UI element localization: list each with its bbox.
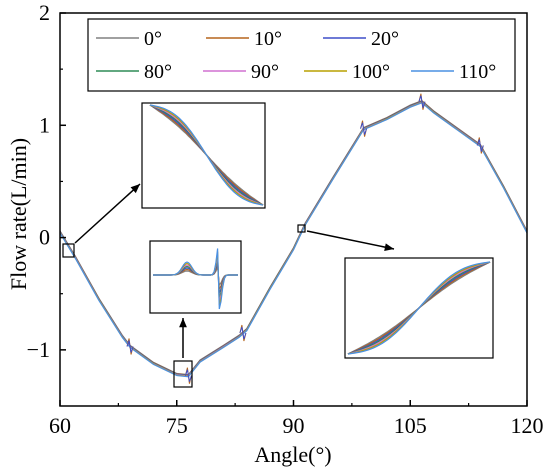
- zoom-insets: [62, 102, 494, 388]
- x-tick-label: 60: [49, 413, 71, 438]
- legend-label: 0°: [144, 28, 162, 50]
- arrow-head: [384, 243, 394, 251]
- y-tick-label: 1: [39, 112, 50, 137]
- zoom-arrow: [306, 230, 395, 250]
- inset-series-line: [347, 261, 491, 355]
- zoom-source-box: [173, 360, 193, 388]
- x-tick-label: 75: [166, 413, 188, 438]
- series-curves: [59, 93, 528, 384]
- legend-label: 10°: [254, 28, 282, 50]
- y-tick-label: 2: [39, 0, 50, 25]
- arrow-head: [179, 318, 187, 328]
- zoom-source-box: [297, 224, 306, 233]
- legend-label: 110°: [459, 61, 496, 83]
- transition-spike: [126, 340, 134, 353]
- legend: 0° 10° 20° 80° 90° 100° 110°: [87, 18, 516, 92]
- arrow-head: [130, 184, 140, 194]
- legend-label: 100°: [352, 61, 390, 83]
- inset-frame: [141, 102, 266, 209]
- inset-series-line: [153, 248, 238, 310]
- legend-label: 20°: [371, 28, 399, 50]
- transition-spike: [360, 122, 368, 135]
- x-tick-label: 90: [283, 413, 305, 438]
- y-tick-label: −1: [27, 337, 50, 362]
- x-tick-label: 120: [511, 413, 544, 438]
- transition-spike: [239, 326, 247, 340]
- transition-spike: [418, 95, 426, 108]
- legend-label: 90°: [251, 61, 279, 83]
- inset-series-line: [149, 104, 264, 206]
- x-tick-label: 105: [394, 413, 427, 438]
- transition-spike: [184, 369, 192, 382]
- zoom-arrow: [74, 183, 141, 244]
- zoom-source-box: [62, 243, 75, 258]
- inset-frame: [149, 240, 242, 314]
- y-tick-label: 0: [39, 225, 50, 250]
- y-axis-label: Flow rate(L/min): [6, 138, 31, 290]
- legend-label: 80°: [144, 61, 172, 83]
- axes: 60 75 90 105 120 −1 0 1 2: [27, 0, 544, 438]
- legend-box: [87, 18, 516, 92]
- transition-spike: [476, 139, 484, 152]
- x-axis-label: Angle(°): [254, 442, 331, 467]
